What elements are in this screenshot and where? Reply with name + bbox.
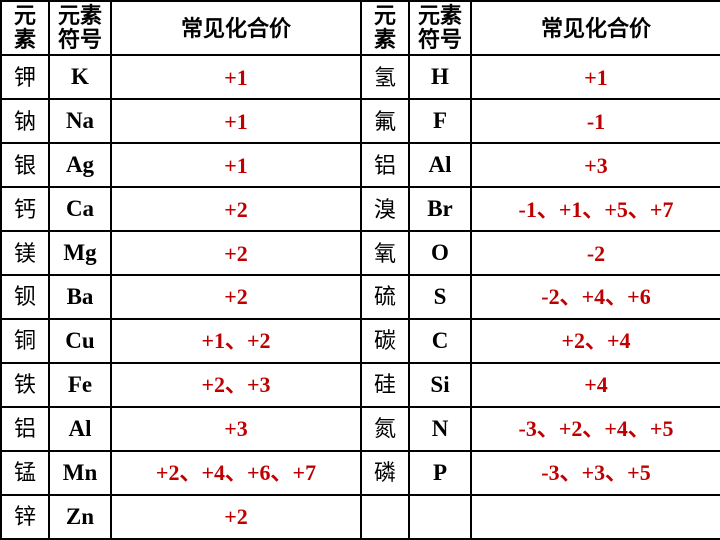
cell-valence: -1、+1、+5、+7 — [471, 187, 720, 231]
header-row: 元素 元素符号 常见化合价 元素 元素符号 常见化合价 — [1, 1, 720, 55]
cell-valence: -3、+3、+5 — [471, 451, 720, 495]
header-symbol-text-2: 元素符号 — [418, 3, 462, 52]
cell-symbol: O — [409, 231, 471, 275]
table-row: 钠Na+1氟F-1 — [1, 99, 720, 143]
cell-valence: +1 — [111, 143, 361, 187]
table-row: 铁Fe+2、+3硅Si+4 — [1, 363, 720, 407]
cell-valence: +1 — [471, 55, 720, 99]
table-row: 铝Al+3氮N-3、+2、+4、+5 — [1, 407, 720, 451]
cell-valence: +2 — [111, 495, 361, 539]
table-row: 锰Mn+2、+4、+6、+7磷P-3、+3、+5 — [1, 451, 720, 495]
cell-valence: +2 — [111, 275, 361, 319]
cell-valence: +2 — [111, 231, 361, 275]
table-row: 钙Ca+2溴Br-1、+1、+5、+7 — [1, 187, 720, 231]
cell-symbol: Ba — [49, 275, 111, 319]
cell-element: 银 — [1, 143, 49, 187]
cell-symbol: P — [409, 451, 471, 495]
cell-valence: +2、+4 — [471, 319, 720, 363]
table-row: 钾K+1氢H+1 — [1, 55, 720, 99]
cell-symbol: Ag — [49, 143, 111, 187]
header-element-text-2: 元素 — [374, 3, 396, 52]
cell-symbol: N — [409, 407, 471, 451]
valence-table: 元素 元素符号 常见化合价 元素 元素符号 常见化合价 钾K+1氢H+1 钠Na… — [0, 0, 720, 540]
table-row: 锌Zn+2 — [1, 495, 720, 539]
cell-symbol — [409, 495, 471, 539]
cell-element — [361, 495, 409, 539]
cell-symbol: Mn — [49, 451, 111, 495]
cell-valence: +2、+3 — [111, 363, 361, 407]
cell-valence: +2 — [111, 187, 361, 231]
cell-symbol: Al — [49, 407, 111, 451]
cell-element: 硫 — [361, 275, 409, 319]
cell-symbol: F — [409, 99, 471, 143]
cell-element: 碳 — [361, 319, 409, 363]
cell-valence: +1 — [111, 99, 361, 143]
cell-symbol: S — [409, 275, 471, 319]
cell-valence: +1、+2 — [111, 319, 361, 363]
cell-element: 铝 — [361, 143, 409, 187]
table-row: 钡Ba+2硫S-2、+4、+6 — [1, 275, 720, 319]
cell-element: 锰 — [1, 451, 49, 495]
cell-element: 氧 — [361, 231, 409, 275]
cell-valence: -2、+4、+6 — [471, 275, 720, 319]
cell-element: 氢 — [361, 55, 409, 99]
cell-valence: -2 — [471, 231, 720, 275]
table-row: 银Ag+1铝Al+3 — [1, 143, 720, 187]
header-valence-text-2: 常见化合价 — [541, 16, 651, 41]
header-symbol: 元素符号 — [409, 1, 471, 55]
header-element: 元素 — [1, 1, 49, 55]
cell-symbol: Fe — [49, 363, 111, 407]
table-row: 铜Cu+1、+2碳C+2、+4 — [1, 319, 720, 363]
table-body: 钾K+1氢H+1 钠Na+1氟F-1 银Ag+1铝Al+3 钙Ca+2溴Br-1… — [1, 55, 720, 539]
cell-element: 磷 — [361, 451, 409, 495]
cell-symbol: Zn — [49, 495, 111, 539]
header-element-text-1: 元素 — [14, 3, 36, 52]
header-symbol: 元素符号 — [49, 1, 111, 55]
cell-element: 镁 — [1, 231, 49, 275]
header-valence-text-1: 常见化合价 — [181, 16, 291, 41]
cell-symbol: Cu — [49, 319, 111, 363]
cell-symbol: Si — [409, 363, 471, 407]
cell-symbol: Ca — [49, 187, 111, 231]
cell-element: 氟 — [361, 99, 409, 143]
cell-element: 溴 — [361, 187, 409, 231]
cell-symbol: Br — [409, 187, 471, 231]
cell-valence — [471, 495, 720, 539]
header-element: 元素 — [361, 1, 409, 55]
cell-symbol: Al — [409, 143, 471, 187]
cell-symbol: K — [49, 55, 111, 99]
cell-element: 硅 — [361, 363, 409, 407]
cell-element: 钙 — [1, 187, 49, 231]
cell-symbol: Mg — [49, 231, 111, 275]
cell-valence: +3 — [111, 407, 361, 451]
cell-element: 氮 — [361, 407, 409, 451]
cell-symbol: Na — [49, 99, 111, 143]
cell-valence: +1 — [111, 55, 361, 99]
cell-element: 钠 — [1, 99, 49, 143]
cell-symbol: C — [409, 319, 471, 363]
cell-element: 铝 — [1, 407, 49, 451]
cell-element: 铜 — [1, 319, 49, 363]
header-valence: 常见化合价 — [111, 1, 361, 55]
cell-element: 钾 — [1, 55, 49, 99]
cell-valence: +2、+4、+6、+7 — [111, 451, 361, 495]
table-row: 镁Mg+2氧O-2 — [1, 231, 720, 275]
cell-valence: +3 — [471, 143, 720, 187]
cell-element: 钡 — [1, 275, 49, 319]
header-symbol-text-1: 元素符号 — [58, 3, 102, 52]
header-valence: 常见化合价 — [471, 1, 720, 55]
cell-element: 锌 — [1, 495, 49, 539]
cell-element: 铁 — [1, 363, 49, 407]
cell-valence: -1 — [471, 99, 720, 143]
cell-symbol: H — [409, 55, 471, 99]
cell-valence: -3、+2、+4、+5 — [471, 407, 720, 451]
cell-valence: +4 — [471, 363, 720, 407]
